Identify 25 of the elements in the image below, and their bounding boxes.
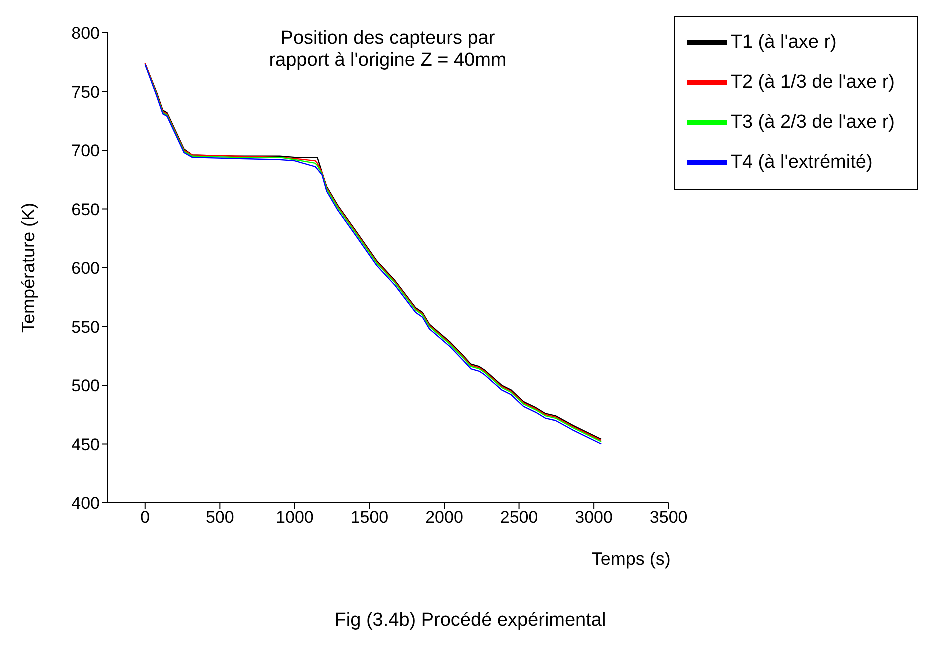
- y-axis-title: Température (K): [18, 202, 38, 334]
- legend-label: T4 (à l'extrémité): [730, 152, 873, 174]
- legend-label: T3 (à 2/3 de l'axe r): [730, 112, 895, 134]
- x-axis-title: Temps (s): [592, 549, 671, 569]
- x-tick-label: 1500: [350, 508, 389, 528]
- x-tick-label: 2500: [500, 508, 538, 528]
- x-tick-label: 0: [140, 508, 150, 528]
- y-tick-label: 500: [72, 376, 100, 396]
- y-tick-label: 400: [72, 494, 100, 514]
- annotation: Position des capteurs par rapport à l'origine Z = 40mm: [268, 28, 508, 72]
- y-tick-label: 550: [72, 318, 100, 337]
- x-tick-label: 1000: [276, 508, 314, 528]
- text: Fig (3.4b) Procédé expérimental: [334, 610, 608, 632]
- y-tick-label: 450: [72, 435, 100, 454]
- legend-label: T1 (à l'axe r): [730, 32, 837, 54]
- y-tick-label: 650: [72, 200, 100, 220]
- legend-label: T2 (à 1/3 de l'axe r): [730, 72, 895, 94]
- x-tick-label: 500: [206, 508, 234, 528]
- x-tick-label: 3500: [650, 508, 688, 528]
- y-tick-label: 750: [72, 82, 100, 102]
- y-tick-label: 700: [72, 142, 100, 161]
- x-tick-label: 2000: [426, 508, 464, 528]
- x-tick-label: 3000: [575, 508, 613, 528]
- y-tick-label: 600: [72, 259, 100, 278]
- y-tick-label: 800: [72, 24, 100, 44]
